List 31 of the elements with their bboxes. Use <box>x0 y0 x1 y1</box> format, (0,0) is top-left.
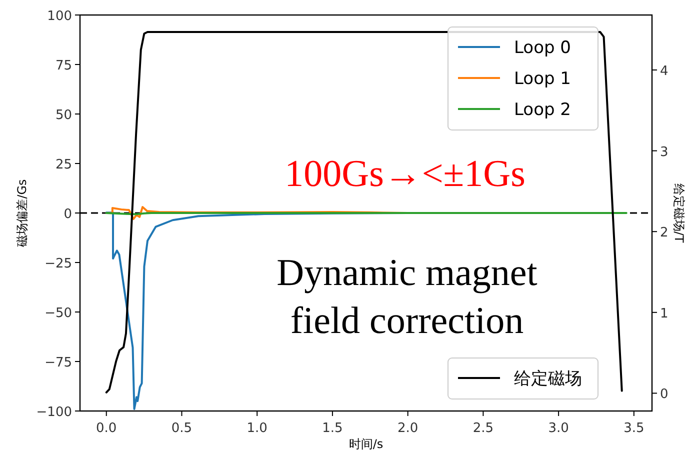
annotation: Dynamic magnet field correction <box>276 252 538 342</box>
x-tick-label: 2.0 <box>397 421 418 436</box>
legend-label: Loop 2 <box>514 100 571 120</box>
x-tick-label: 0.0 <box>96 421 117 436</box>
y2-tick-label: 3 <box>660 144 668 160</box>
y-axis-title: 磁场偏差/Gs <box>15 179 29 248</box>
legend-label: Loop 1 <box>514 69 571 89</box>
y-tick-label: −50 <box>44 306 72 321</box>
x-tick-label: 2.5 <box>472 421 494 436</box>
x-tick-label: 3.5 <box>624 421 644 436</box>
y-tick-label: −100 <box>36 405 72 420</box>
x-tick-label: 1.0 <box>246 421 268 436</box>
y2-tick-label: 0 <box>660 387 668 402</box>
x-tick-label: 3.0 <box>548 421 569 436</box>
legend-label: 给定磁场 <box>514 369 582 389</box>
y-tick-label: −75 <box>44 356 72 370</box>
y-tick-label: 100 <box>47 9 72 24</box>
y-tick-label: 75 <box>55 58 72 74</box>
y-tick-label: −25 <box>44 256 72 272</box>
y2-tick-label: 2 <box>660 226 668 241</box>
y2-tick-label: 1 <box>660 306 668 322</box>
y-tick-label: 0 <box>64 207 72 222</box>
y2-axis-title: 给定磁场/T <box>672 183 686 244</box>
legend-label: Loop 0 <box>514 38 571 58</box>
x-tick-label: 1.5 <box>322 421 343 436</box>
y-tick-label: 50 <box>55 108 72 123</box>
x-axis-title: 时间/s <box>348 437 384 451</box>
x-tick-label: 0.5 <box>171 421 192 436</box>
y2-tick-label: 4 <box>660 64 668 79</box>
y-tick-label: 25 <box>55 158 72 172</box>
annotation: 100Gs→<±1Gs <box>284 153 526 195</box>
